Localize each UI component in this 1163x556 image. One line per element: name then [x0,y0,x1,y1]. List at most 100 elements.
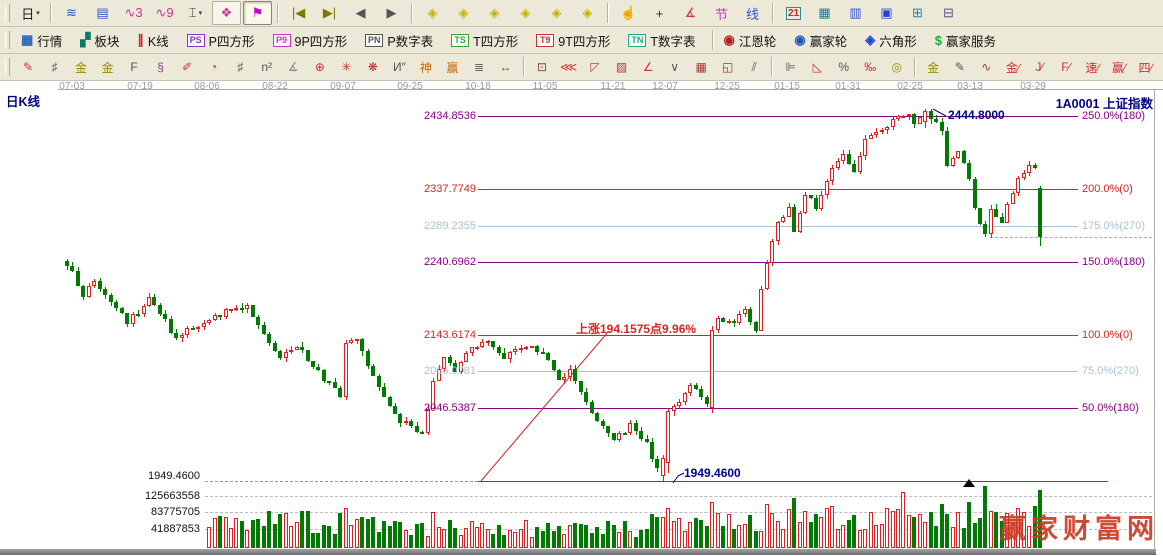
nav-sectors[interactable]: ▞ 板块 [75,29,124,52]
time-circle-icon[interactable]: ◔ [201,56,226,79]
volume-bar [880,524,884,548]
print-icon[interactable]: ⊟ [934,1,963,25]
flag-tool-button[interactable]: ⚑ [243,1,272,25]
diamond-up-icon[interactable]: ◈ [542,1,571,25]
next-bar-icon[interactable]: ▶ [377,1,406,25]
first-bar-icon[interactable]: |◀ [284,1,313,25]
brush-icon[interactable]: ✐ [175,56,200,79]
circle-cross-icon[interactable]: ⊕ [308,56,333,79]
volume-bar [327,526,331,548]
candle-wick [482,347,483,348]
nav-winner-wheel[interactable]: ◉ 赢家轮 [789,29,852,52]
ying-angle-icon[interactable]: 赢∕ [1107,56,1132,79]
nav-t-table[interactable]: TN T数字表 [623,29,700,52]
nav-kline[interactable]: ∥ K线 [132,29,173,52]
gold-angle-icon[interactable]: 金∕ [1001,56,1026,79]
overlay-curve-icon[interactable]: ≋ [57,1,86,25]
nav-t-square[interactable]: TS T四方形 [446,29,523,52]
diamond-right-icon[interactable]: ◈ [449,1,478,25]
percent-line-icon[interactable]: ‰ [858,56,883,79]
nav-p-table[interactable]: PN P数字表 [360,29,438,52]
red-grid-icon[interactable]: ▦ [689,56,714,79]
export-icon[interactable]: ⊞ [903,1,932,25]
nav-hexagon[interactable]: ◈ 六角形 [860,29,922,52]
j-angle-icon[interactable]: J∕ [1027,56,1052,79]
gold-grid-2-icon[interactable]: 金 [95,56,120,79]
compare-icon[interactable]: ❖ [212,1,241,25]
diamond-compress-icon[interactable]: ◈ [511,1,540,25]
percent-triangle-icon[interactable]: ◺ [805,56,830,79]
gold-circle-icon[interactable]: ◎ [885,56,910,79]
hand-tool-icon-glyph: ☝ [620,5,637,20]
volume-bar [568,525,572,548]
nav-p-square[interactable]: PS P四方形 [182,29,260,52]
gann-node-icon[interactable]: 节 [707,1,736,25]
gann-fence-icon[interactable]: ♯ [42,56,67,79]
candle-wick [165,319,166,322]
wave-box-icon[interactable]: ∿ [974,56,999,79]
fan-box-icon[interactable]: ◸ [583,56,608,79]
nav-9t-square[interactable]: T9 9T四方形 [531,29,615,52]
star-web-icon[interactable]: ✳ [334,56,359,79]
ying-grid-icon[interactable]: 赢 [440,56,465,79]
diamond-expand-icon[interactable]: ◈ [480,1,509,25]
gold-grid-1-icon[interactable]: 金 [69,56,94,79]
hatch-icon[interactable]: ⫽ [742,56,767,79]
n-square-icon[interactable]: n² [254,56,279,79]
ruler-123-icon[interactable]: ≣ [467,56,492,79]
candle-style-button[interactable]: ⌶ ▾ [181,1,210,25]
diamond-down-icon[interactable]: ◈ [573,1,602,25]
k-marks-icon[interactable]: И″ [387,56,412,79]
candle-wick [472,353,473,356]
candle-wick [450,355,451,357]
prev-bar-icon[interactable]: ◀ [346,1,375,25]
angle-tool-icon[interactable]: ∡ [676,1,705,25]
box-select-icon[interactable]: ⊡ [530,56,555,79]
calculator-icon[interactable]: ▦ [810,1,839,25]
nav-winner-service[interactable]: $ 赢家服务 [930,29,1001,52]
calendar-icon[interactable]: 21 [779,1,808,25]
export-icon-glyph: ⊞ [912,5,923,20]
f-angle-icon-glyph: F∕ [1061,60,1071,74]
crosshair-icon[interactable]: + [645,1,674,25]
minichart-3-icon[interactable]: ∿3 [119,1,148,25]
period-day-button[interactable]: 日 ▾ [16,1,45,25]
v-lines-icon[interactable]: ∨ [662,56,687,79]
nav-kline-label: K线 [147,34,169,49]
candle-wick [805,213,806,214]
fan-lines-icon[interactable]: ⋘ [556,56,581,79]
angle-ruler-icon[interactable]: ∡ [281,56,306,79]
si-angle-icon[interactable]: 四∕ [1133,56,1158,79]
info-panel-icon[interactable]: ▤ [88,1,117,25]
fence-2-icon[interactable]: ♯ [228,56,253,79]
hand-tool-icon[interactable]: ☝ [614,1,643,25]
angle-lines-icon[interactable]: ∠ [636,56,661,79]
nav-9p-square[interactable]: P9 9P四方形 [268,29,353,52]
last-bar-icon[interactable]: ▶| [315,1,344,25]
measure-brush-icon[interactable]: ✎ [947,56,972,79]
corner-grid-icon[interactable]: ◱ [715,56,740,79]
nav-gann-wheel[interactable]: ◉ 江恩轮 [719,29,782,52]
price-ruler-icon[interactable]: ⊫ [778,56,803,79]
width-measure-icon[interactable]: ↔ [493,56,518,79]
minichart-9-icon[interactable]: ∿9 [150,1,179,25]
f-angle-icon[interactable]: F∕ [1054,56,1079,79]
line-tool-icon[interactable]: 线 [738,1,767,25]
nav-quotes[interactable]: ▦ 行情 [16,29,67,52]
percent-icon[interactable]: % [831,56,856,79]
shen-grid-icon[interactable]: 神 [414,56,439,79]
diamond-left-icon[interactable]: ◈ [418,1,447,25]
chart-area[interactable]: 07-03 07-19 08-06 08-22 09-07 09-25 10-18 11-05… [0,81,1163,555]
su-angle-icon[interactable]: 速∕ [1080,56,1105,79]
peak-pointer-line [932,108,947,117]
report-icon[interactable]: ▥ [841,1,870,25]
f-grid-icon[interactable]: F [122,56,147,79]
fan-grid-icon[interactable]: ▨ [609,56,634,79]
pen-tool-icon[interactable]: ✎ [16,56,41,79]
spider-web-icon[interactable]: ❋ [361,56,386,79]
base-price-line [478,481,1108,482]
volume-bar [918,514,922,548]
spiral-icon[interactable]: § [148,56,173,79]
save-icon[interactable]: ▣ [872,1,901,25]
gold-line-icon[interactable]: 金 [921,56,946,79]
